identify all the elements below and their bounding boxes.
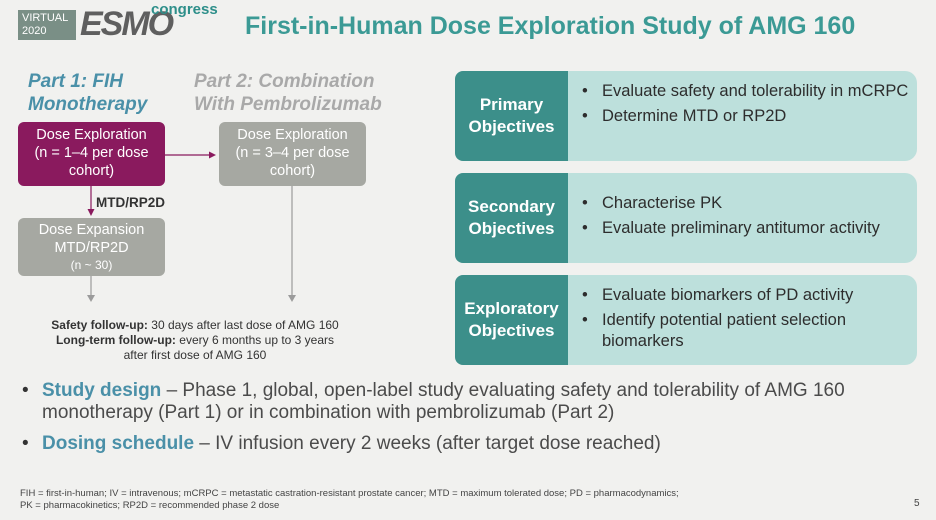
part1-heading: Part 1: FIH Monotherapy <box>28 70 147 116</box>
objective-item: Evaluate biomarkers of PD activity <box>580 285 911 306</box>
arrow-part2-down-head <box>288 295 296 302</box>
longterm-followup-label: Long-term follow-up: <box>55 333 176 347</box>
abbreviations-footnote: FIH = first-in-human; IV = intravenous; … <box>20 488 840 512</box>
secondary-objectives-label: Secondary Objectives <box>455 173 568 263</box>
safety-followup: Safety follow-up: 30 days after last dos… <box>20 318 370 333</box>
box-line: (n ~ 30) <box>70 258 113 272</box>
part2-heading: Part 2: Combination With Pembrolizumab <box>194 70 382 116</box>
primary-objectives-label: Primary Objectives <box>455 71 568 161</box>
objective-item: Determine MTD or RP2D <box>580 106 911 127</box>
footnote-line2: PK = pharmacokinetics; RP2D = recommende… <box>20 500 280 511</box>
bullet-highlight: Dosing schedule <box>42 433 195 454</box>
box-line: (n = 1–4 per dose <box>34 145 149 161</box>
objective-label-line2: Objectives <box>468 219 555 238</box>
logo-virtual-2020: VIRTUAL 2020 <box>18 10 76 40</box>
logo-congress-text: congress <box>151 1 218 18</box>
part2-heading-line1: Part 2: Combination <box>194 71 375 92</box>
objective-label-line1: Secondary <box>468 197 555 216</box>
exploratory-objectives-row: Exploratory Objectives Evaluate biomarker… <box>455 275 917 365</box>
followup-text: Safety follow-up: 30 days after last dos… <box>20 318 370 363</box>
bullet-text: – Phase 1, global, open-label study eval… <box>42 380 845 423</box>
bullet-highlight: Study design <box>42 380 162 401</box>
part1-dose-expansion-box: Dose Expansion MTD/RP2D (n ~ 30) <box>18 218 165 276</box>
part1-dose-exploration-box: Dose Exploration (n = 1–4 per dose cohor… <box>18 122 165 186</box>
box-line: Dose Exploration <box>36 127 147 143</box>
box-line: Dose Expansion <box>38 222 145 238</box>
box-line: cohort) <box>68 163 115 179</box>
box-line: Dose Exploration <box>237 127 348 143</box>
secondary-objectives-row: Secondary Objectives Characterise PK Eval… <box>455 173 917 263</box>
bullet-text: – IV infusion every 2 weeks (after targe… <box>194 433 661 454</box>
secondary-objectives-list: Characterise PK Evaluate preliminary ant… <box>568 173 917 263</box>
safety-followup-label: Safety follow-up: <box>51 318 148 332</box>
longterm-followup: Long-term follow-up: every 6 months up t… <box>20 333 370 348</box>
objective-item: Evaluate safety and tolerability in mCRP… <box>580 81 911 102</box>
logo-year-text: 2020 <box>22 25 47 37</box>
primary-objectives-row: Primary Objectives Evaluate safety and to… <box>455 71 917 161</box>
mtd-rp2d-label: MTD/RP2D <box>96 195 166 210</box>
box-line: cohort) <box>269 163 316 179</box>
arrow-exploration-to-expansion-head <box>87 209 95 216</box>
safety-followup-value: 30 days after last dose of AMG 160 <box>147 318 339 332</box>
box-line: (n = 3–4 per dose <box>235 145 350 161</box>
exploratory-objectives-list: Evaluate biomarkers of PD activity Ident… <box>568 275 917 365</box>
part1-heading-line2: Monotherapy <box>28 94 148 115</box>
study-design-bullet: Study design – Phase 1, global, open-lab… <box>22 380 922 424</box>
objective-item: Characterise PK <box>580 193 911 214</box>
part1-heading-line1: Part 1: FIH <box>28 71 124 92</box>
page-number: 5 <box>914 498 920 509</box>
dosing-schedule-bullet: Dosing schedule – IV infusion every 2 we… <box>22 433 922 455</box>
longterm-followup-value-cont: after first dose of AMG 160 <box>123 348 267 362</box>
arrow-expansion-down-head <box>87 295 95 302</box>
part2-dose-exploration-box: Dose Exploration (n = 3–4 per dose cohor… <box>219 122 366 186</box>
longterm-followup-value: every 6 months up to 3 years <box>175 333 335 347</box>
objective-label-line2: Objectives <box>468 321 555 340</box>
part2-heading-line2: With Pembrolizumab <box>194 94 382 115</box>
primary-objectives-list: Evaluate safety and tolerability in mCRP… <box>568 71 917 161</box>
logo-virtual-text: VIRTUAL <box>22 12 69 24</box>
arrow-part1-to-part2-head <box>209 151 216 159</box>
objective-item: Identify potential patient selection bio… <box>580 310 911 352</box>
logo-esmo-text: ESMO <box>80 5 174 43</box>
objective-item: Evaluate preliminary antitumor activity <box>580 218 911 239</box>
objective-label-line2: Objectives <box>468 117 555 136</box>
footnote-line1: FIH = first-in-human; IV = intravenous; … <box>20 488 679 499</box>
objective-label-line1: Primary <box>479 95 544 114</box>
study-bullets: Study design – Phase 1, global, open-lab… <box>22 380 922 464</box>
exploratory-objectives-label: Exploratory Objectives <box>455 275 568 365</box>
box-line: MTD/RP2D <box>54 240 129 256</box>
objective-label-line1: Exploratory <box>464 299 559 318</box>
slide-title: First-in-Human Dose Exploration Study of… <box>245 12 856 40</box>
